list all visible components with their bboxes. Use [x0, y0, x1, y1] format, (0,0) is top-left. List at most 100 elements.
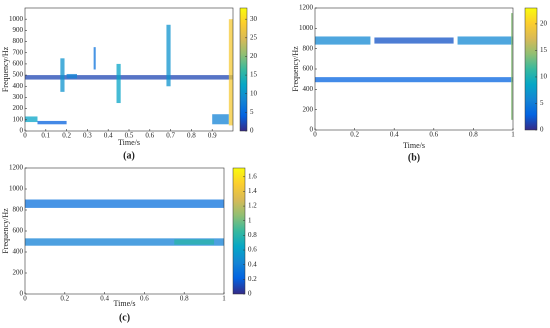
x-tick-label: 0 [313, 131, 317, 139]
x-tick-label: 0.1 [41, 132, 50, 140]
x-tick-label: 0 [23, 132, 27, 140]
y-tick-label: 700 [13, 48, 24, 56]
colorbar-tick-label: 1.2 [248, 202, 257, 210]
x-tick-label: 0.8 [469, 131, 478, 139]
spectral-ridge [25, 199, 224, 208]
spectral-ridge [511, 13, 513, 120]
colorbar-tick-label: 0.2 [248, 275, 257, 283]
colorbar-tick-label: 10 [540, 73, 548, 81]
colorbar-tick-label: 0 [250, 127, 254, 135]
y-tick-label: 400 [13, 82, 24, 90]
spectral-ridge [66, 73, 77, 79]
x-tick-label: 0.4 [390, 131, 399, 139]
y-tick-label: 800 [13, 206, 24, 214]
spectral-ridge [93, 47, 96, 70]
y-tick-label: 1000 [299, 24, 314, 32]
plot-area [25, 168, 224, 294]
colorbar-tick-label: 0.4 [248, 260, 257, 268]
x-tick-label: 0.3 [83, 132, 92, 140]
colorbar-tick-label: 0.6 [248, 246, 257, 254]
x-tick-label: 1 [222, 295, 226, 303]
y-tick-label: 600 [13, 60, 24, 68]
panel-label: (c) [119, 312, 130, 323]
colorbar-tick-label: 25 [250, 33, 258, 41]
colorbar-tick-label: 0.8 [248, 231, 257, 239]
colorbar-tick-label: 0 [540, 126, 544, 134]
colorbar-tick-label: 1.6 [248, 172, 257, 180]
x-tick-label: 0.8 [187, 132, 196, 140]
x-tick-label: 0.2 [350, 131, 359, 139]
y-axis-label: Frequency/Hz [1, 208, 10, 254]
y-tick-label: 200 [13, 269, 24, 277]
colorbar-tick-label: 0 [248, 290, 252, 298]
plot-area [315, 8, 513, 130]
y-tick-label: 0 [310, 126, 314, 134]
colorbar-tick-label: 5 [540, 99, 544, 107]
x-tick-label: 0.4 [100, 295, 109, 303]
y-tick-label: 1000 [9, 185, 24, 193]
y-tick-label: 400 [303, 85, 314, 93]
colorbar-tick-label: 10 [250, 89, 258, 97]
x-tick-label: 0.6 [145, 132, 154, 140]
y-tick-label: 1200 [299, 4, 314, 12]
colorbar-tick-label: 30 [250, 15, 258, 23]
y-tick-label: 0 [20, 290, 24, 298]
y-tick-label: 500 [13, 71, 24, 79]
colorbar-tick-label: 20 [540, 20, 548, 28]
colorbar-tick-label: 5 [250, 108, 254, 116]
panel-label: (a) [123, 150, 135, 161]
x-tick-label: 0.8 [180, 295, 189, 303]
colorbar [232, 167, 246, 295]
spectral-ridge [374, 37, 454, 44]
y-tick-label: 400 [13, 248, 24, 256]
x-tick-label: 0 [23, 295, 27, 303]
y-tick-label: 1000 [9, 15, 24, 23]
x-axis-label: Time/s [118, 138, 140, 147]
y-tick-label: 800 [303, 44, 314, 52]
y-tick-label: 300 [13, 93, 24, 101]
spectral-ridge [25, 116, 38, 123]
y-tick-label: 600 [303, 65, 314, 73]
y-tick-label: 100 [13, 115, 24, 123]
colorbar [239, 7, 248, 132]
x-axis-label: Time/s [403, 141, 425, 150]
y-tick-label: 0 [20, 127, 24, 135]
x-tick-label: 0.7 [166, 132, 175, 140]
colorbar-tick-label: 1.4 [248, 187, 257, 195]
x-tick-label: 0.5 [125, 132, 134, 140]
plot-area [25, 8, 233, 131]
y-tick-label: 200 [13, 104, 24, 112]
x-tick-label: 0.9 [208, 132, 217, 140]
panel-label: (b) [408, 152, 420, 163]
y-axis-label: Frequency/Hz [1, 46, 10, 92]
y-axis-label: Frequency/Hz [291, 46, 300, 92]
y-tick-label: 1200 [9, 164, 24, 172]
spectral-ridge [315, 36, 371, 45]
spectral-ridge [25, 75, 233, 80]
spectral-ridge [37, 120, 67, 125]
colorbar-tick-label: 15 [540, 46, 548, 54]
y-tick-label: 900 [13, 26, 24, 34]
spectral-ridge [212, 114, 229, 125]
x-tick-label: 1 [511, 131, 515, 139]
x-axis-label: Time/s [114, 299, 136, 308]
spectral-ridge [166, 24, 171, 87]
spectral-ridge [25, 238, 224, 246]
y-tick-label: 600 [13, 227, 24, 235]
spectral-ridge [60, 58, 65, 92]
colorbar-tick-label: 20 [250, 52, 258, 60]
colorbar [524, 7, 538, 131]
spectral-ridge [228, 19, 233, 126]
y-tick-label: 800 [13, 37, 24, 45]
colorbar-tick-label: 15 [250, 71, 258, 79]
x-tick-label: 0.6 [140, 295, 149, 303]
spectral-ridge [116, 63, 121, 104]
x-tick-label: 0.2 [60, 295, 69, 303]
colorbar-tick-label: 1 [248, 216, 252, 224]
y-tick-label: 200 [303, 105, 314, 113]
spectral-ridge [174, 239, 215, 245]
x-tick-label: 0.6 [429, 131, 438, 139]
spectral-ridge [457, 36, 513, 45]
x-tick-label: 0.2 [62, 132, 71, 140]
